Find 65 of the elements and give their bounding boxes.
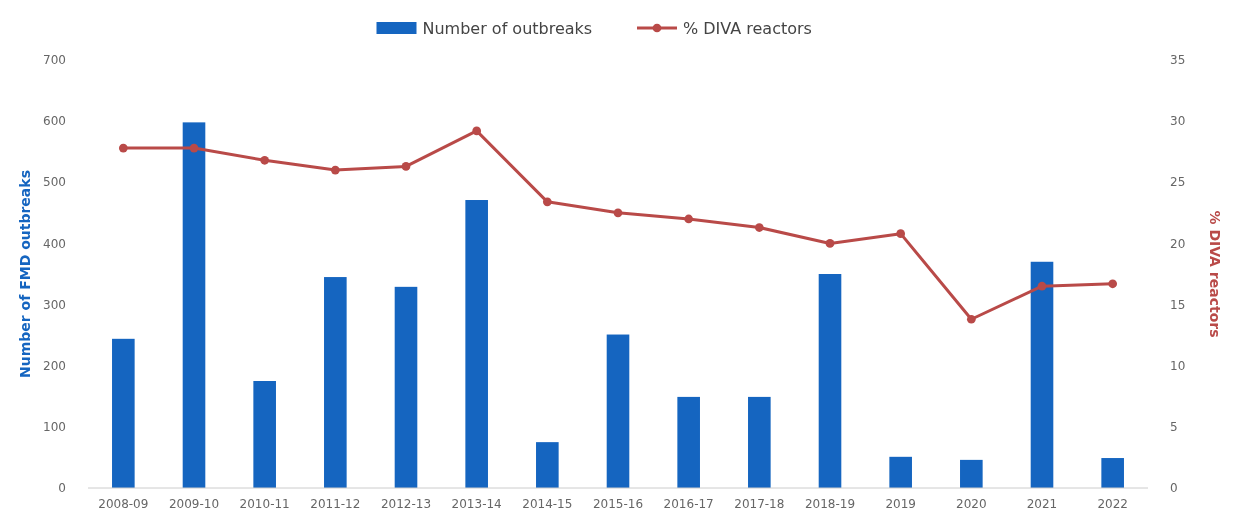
point — [472, 126, 482, 136]
x-tick-label: 2014-15 — [522, 497, 573, 511]
point — [1037, 281, 1047, 291]
point — [684, 214, 694, 224]
bar — [536, 442, 559, 488]
y-tick-label: 600 — [43, 114, 66, 129]
bar — [1030, 261, 1054, 488]
x-tick-label: 2010-11 — [239, 497, 290, 511]
bar — [748, 396, 771, 488]
bar — [394, 286, 418, 488]
bar — [818, 274, 842, 488]
bar — [465, 200, 488, 488]
x-tick-label: 2013-14 — [451, 497, 502, 511]
x-tick-label: 2019 — [885, 497, 916, 511]
x-tick-label: 2009-10 — [168, 497, 220, 511]
bar — [182, 122, 206, 488]
point — [330, 165, 340, 175]
x-tick-label: 2022 — [1097, 497, 1128, 511]
y-tick-label: 500 — [43, 175, 66, 190]
y2-axis-title: % DIVA reactors — [1207, 210, 1223, 338]
x-tick-label: 2021 — [1026, 497, 1058, 511]
x-tick-label: 2011-12 — [310, 497, 361, 511]
point — [118, 143, 128, 153]
y-tick-label: 100 — [43, 420, 66, 435]
x-tick-label: 2017-18 — [734, 497, 785, 511]
bar — [112, 338, 135, 488]
y-tick-label: 300 — [43, 297, 66, 312]
y2-tick-label: 30 — [1170, 114, 1186, 129]
x-tick-label: 2012-13 — [380, 497, 432, 511]
x-tick-label: 2016-17 — [663, 497, 714, 511]
x-tick-label: 2015-16 — [592, 497, 644, 511]
bar — [960, 459, 983, 488]
y-tick-label: 0 — [58, 481, 66, 496]
legend-label: Number of outbreaks — [422, 18, 593, 38]
point — [189, 143, 199, 153]
y2-tick-label: 10 — [1170, 358, 1186, 373]
y2-tick-label: 15 — [1170, 297, 1186, 312]
point — [401, 162, 411, 171]
y2-tick-label: 5 — [1170, 420, 1178, 435]
point — [754, 223, 764, 232]
y2-tick-label: 20 — [1170, 236, 1186, 251]
bar — [324, 277, 347, 488]
bar — [889, 456, 912, 488]
y-axis-title: Number of FMD outbreaks — [17, 170, 33, 378]
point — [542, 197, 552, 207]
y-tick-label: 700 — [43, 53, 66, 68]
bar — [253, 381, 276, 488]
x-tick-label: 2020 — [956, 497, 987, 511]
y-tick-label: 200 — [43, 358, 66, 373]
point — [966, 314, 976, 324]
point — [825, 239, 835, 248]
legend-label: % DIVA reactors — [683, 18, 812, 38]
bar — [606, 334, 630, 488]
y2-tick-label: 0 — [1170, 481, 1178, 496]
point — [1108, 279, 1118, 289]
x-tick-label: 2018-19 — [804, 497, 856, 511]
bar — [1101, 458, 1124, 488]
point — [613, 208, 623, 218]
y2-tick-label: 25 — [1170, 175, 1186, 190]
point — [260, 155, 270, 165]
y-tick-label: 400 — [43, 236, 66, 251]
point — [896, 229, 906, 239]
bar — [677, 396, 700, 488]
y2-tick-label: 35 — [1170, 53, 1186, 68]
x-tick-label: 2008-09 — [98, 497, 149, 511]
